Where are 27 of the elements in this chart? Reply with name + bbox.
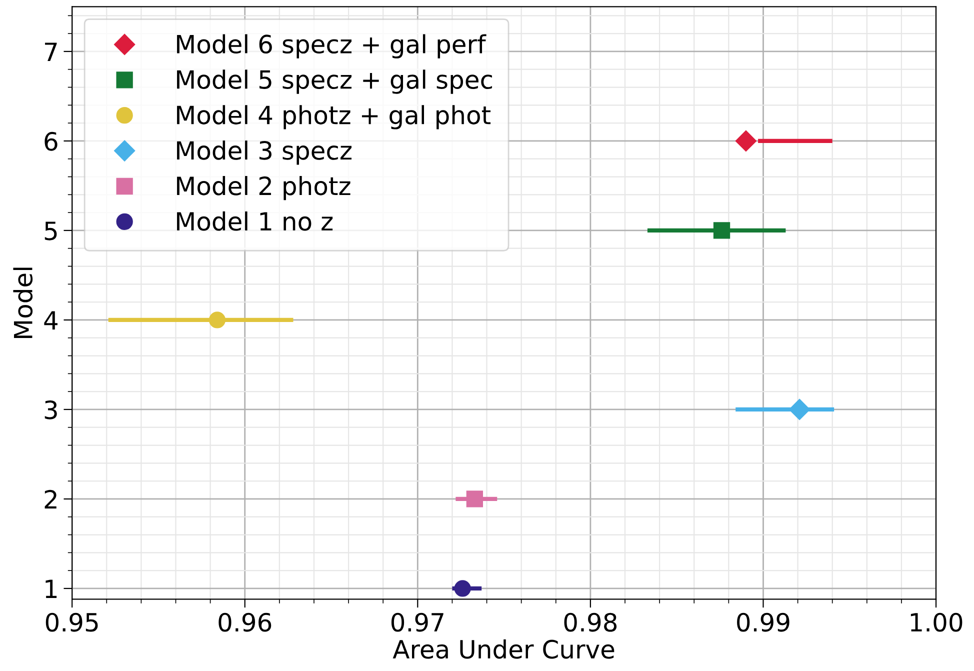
point xyxy=(208,312,226,328)
y-tick-label: 2 xyxy=(44,490,56,508)
point xyxy=(466,490,484,508)
point xyxy=(788,398,810,420)
point xyxy=(735,130,756,152)
legend-label: Model 4 photz + gal phot xyxy=(177,105,491,130)
legend-label: Model 3 specz xyxy=(177,140,352,165)
point xyxy=(713,222,730,239)
legend-label: Model 5 specz + gal spec xyxy=(177,70,492,94)
legend-label: Model 1 no z xyxy=(177,211,333,231)
y-tick-label: 7 xyxy=(45,42,57,61)
x-tick-label: 0.97 xyxy=(391,612,444,632)
x-tick-label: 0.95 xyxy=(46,612,98,632)
y-tick-label: 4 xyxy=(44,311,58,330)
point xyxy=(454,580,471,597)
x-axis-title: Area Under Curve xyxy=(392,639,614,659)
y-tick-label: 1 xyxy=(46,580,57,598)
y-axis-title: Model xyxy=(13,268,33,338)
x-tick-label: 0.98 xyxy=(564,612,617,632)
x-tick-label: 1.00 xyxy=(910,612,962,632)
x-tick-label: 0.99 xyxy=(737,612,790,632)
legend-label: Model 6 specz + gal perf xyxy=(177,34,486,58)
y-tick-label: 6 xyxy=(44,132,58,151)
y-tick-label: 5 xyxy=(44,222,57,240)
legend-label: Model 2 photz xyxy=(177,176,350,200)
x-tick-label: 0.96 xyxy=(218,612,272,632)
y-tick-label: 3 xyxy=(44,400,57,420)
